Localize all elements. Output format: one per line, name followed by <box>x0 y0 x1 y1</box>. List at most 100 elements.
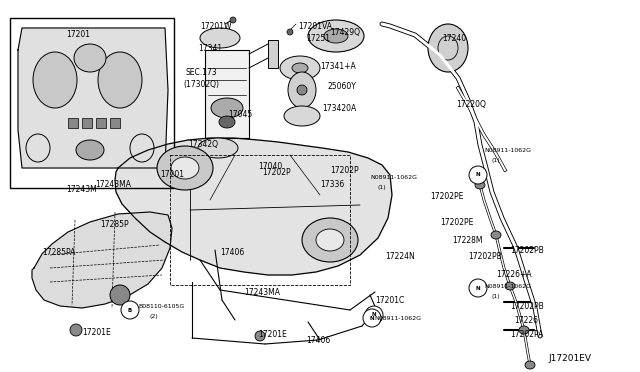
Text: (2): (2) <box>150 314 159 319</box>
Ellipse shape <box>33 52 77 108</box>
Ellipse shape <box>316 229 344 251</box>
Text: 17243M: 17243M <box>66 185 97 194</box>
Text: 17202PA: 17202PA <box>510 330 543 339</box>
Ellipse shape <box>280 56 320 80</box>
Ellipse shape <box>200 28 240 48</box>
Text: (1): (1) <box>492 158 500 163</box>
Text: 17201E: 17201E <box>258 330 287 339</box>
Text: N: N <box>370 315 374 321</box>
Text: 17202PB: 17202PB <box>510 246 544 255</box>
Text: (1): (1) <box>492 294 500 299</box>
Text: B08110-6105G: B08110-6105G <box>138 304 184 309</box>
Text: 25060Y: 25060Y <box>328 82 357 91</box>
Polygon shape <box>18 28 168 168</box>
Text: 17202PE: 17202PE <box>430 192 463 201</box>
Text: 17243MA: 17243MA <box>95 180 131 189</box>
Text: 17040: 17040 <box>258 162 282 171</box>
Text: 17285PA: 17285PA <box>42 248 76 257</box>
Text: N: N <box>372 312 376 317</box>
Bar <box>68 118 78 128</box>
Ellipse shape <box>219 116 235 128</box>
Ellipse shape <box>491 231 501 239</box>
Polygon shape <box>32 212 172 308</box>
Text: 17285P: 17285P <box>100 220 129 229</box>
Ellipse shape <box>469 166 487 184</box>
Ellipse shape <box>525 361 535 369</box>
Bar <box>110 118 120 128</box>
Ellipse shape <box>428 24 468 72</box>
Text: 17406: 17406 <box>306 336 330 345</box>
Text: 17045: 17045 <box>228 110 252 119</box>
Ellipse shape <box>255 331 265 341</box>
Ellipse shape <box>292 63 308 73</box>
Text: 17240: 17240 <box>442 34 466 43</box>
Text: 17202PB: 17202PB <box>468 252 502 261</box>
Text: 17224N: 17224N <box>385 252 415 261</box>
Text: (17302Q): (17302Q) <box>183 80 219 89</box>
Ellipse shape <box>211 98 243 118</box>
Ellipse shape <box>288 72 316 108</box>
Bar <box>96 118 106 128</box>
Text: N08911-1062G: N08911-1062G <box>484 148 531 153</box>
Text: 17201E: 17201E <box>82 328 111 337</box>
Text: N08911-1062G: N08911-1062G <box>370 175 417 180</box>
Bar <box>268 40 278 68</box>
Text: 17202PB: 17202PB <box>510 302 544 311</box>
Text: 17429Q: 17429Q <box>330 28 360 37</box>
Text: 17251: 17251 <box>306 34 330 43</box>
Bar <box>82 118 92 128</box>
Text: SEC.173: SEC.173 <box>185 68 216 77</box>
Ellipse shape <box>475 181 485 189</box>
Text: 17336: 17336 <box>320 180 344 189</box>
Text: 17201: 17201 <box>66 30 90 39</box>
Ellipse shape <box>284 106 320 126</box>
Ellipse shape <box>230 17 236 23</box>
Text: 17243MA: 17243MA <box>244 288 280 297</box>
Ellipse shape <box>70 324 82 336</box>
Text: 17201VA: 17201VA <box>298 22 332 31</box>
Ellipse shape <box>365 306 383 324</box>
Text: 17220Q: 17220Q <box>456 100 486 109</box>
Text: 17226+A: 17226+A <box>496 270 532 279</box>
Ellipse shape <box>505 282 515 290</box>
Ellipse shape <box>519 326 529 334</box>
Text: 17202PE: 17202PE <box>440 218 474 227</box>
Text: 17202P: 17202P <box>330 166 358 175</box>
Ellipse shape <box>287 29 293 35</box>
Ellipse shape <box>308 20 364 52</box>
Text: N08911-1062G: N08911-1062G <box>374 316 421 321</box>
Text: 17201C: 17201C <box>375 296 404 305</box>
Text: 17341: 17341 <box>198 44 222 53</box>
Text: 17342Q: 17342Q <box>188 140 218 149</box>
Text: 17228M: 17228M <box>452 236 483 245</box>
Text: 17341+A: 17341+A <box>320 62 356 71</box>
Text: N: N <box>476 285 480 291</box>
Text: 17202P: 17202P <box>262 168 291 177</box>
Ellipse shape <box>74 44 106 72</box>
Bar <box>205 50 249 138</box>
Text: 173420A: 173420A <box>322 104 356 113</box>
Ellipse shape <box>171 157 199 179</box>
Ellipse shape <box>469 279 487 297</box>
Text: 17201: 17201 <box>160 170 184 179</box>
Text: 17201W: 17201W <box>200 22 232 31</box>
Text: B: B <box>128 308 132 312</box>
Text: 17406: 17406 <box>220 248 244 257</box>
Ellipse shape <box>98 52 142 108</box>
Ellipse shape <box>302 218 358 262</box>
Text: (1): (1) <box>378 185 387 190</box>
Text: N: N <box>476 173 480 177</box>
Ellipse shape <box>198 138 238 158</box>
Ellipse shape <box>297 85 307 95</box>
Ellipse shape <box>76 140 104 160</box>
Bar <box>170 155 350 285</box>
Text: 17226: 17226 <box>514 316 538 325</box>
Ellipse shape <box>324 29 348 43</box>
Ellipse shape <box>110 285 130 305</box>
Bar <box>10 18 174 188</box>
Ellipse shape <box>363 309 381 327</box>
Text: J17201EV: J17201EV <box>548 354 591 363</box>
Ellipse shape <box>157 146 213 190</box>
Polygon shape <box>115 138 392 275</box>
Text: N08911-1062G: N08911-1062G <box>484 284 531 289</box>
